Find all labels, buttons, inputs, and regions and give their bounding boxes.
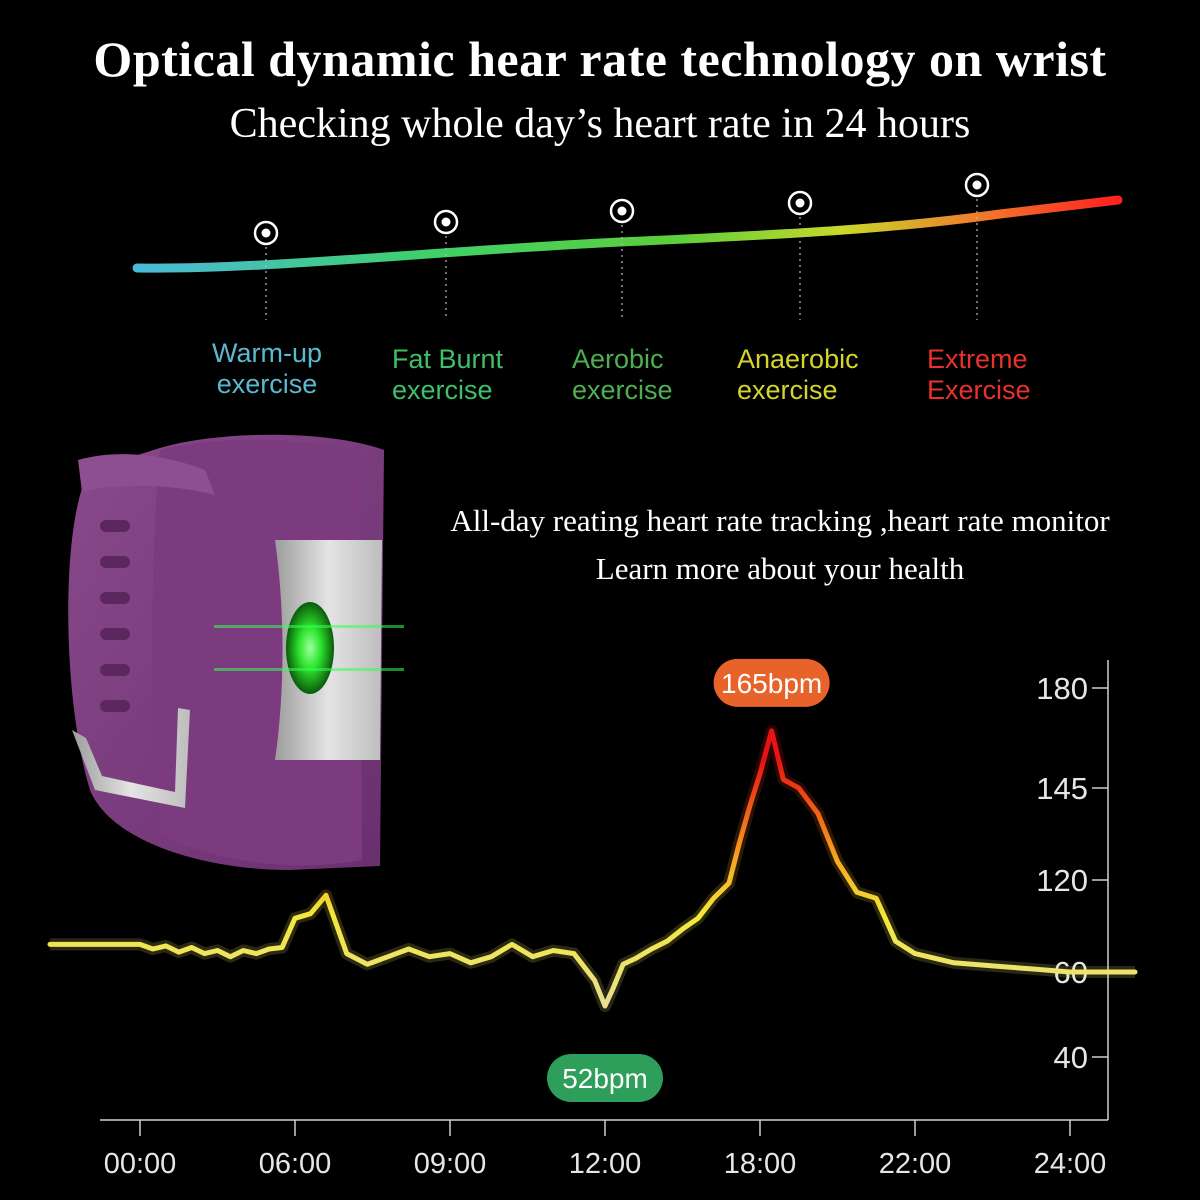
zone-label-warm-up: Warm-up exercise [187, 338, 347, 400]
zone-marker-ring [609, 198, 635, 224]
zone-label-line2: exercise [392, 375, 493, 405]
x-tick-label: 09:00 [414, 1148, 487, 1180]
zone-marker-ring [253, 220, 279, 246]
zone-label-line1: Anaerobic [737, 344, 859, 374]
annotation-label: 52bpm [562, 1063, 648, 1094]
zone-label-line2: exercise [216, 369, 318, 399]
y-tick-label: 145 [1036, 771, 1088, 806]
zone-label-extreme: Extreme Exercise [902, 344, 1087, 406]
page-title: Optical dynamic hear rate technology on … [93, 31, 1107, 87]
zone-marker-dot [261, 228, 271, 238]
zone-marker-ring [433, 209, 459, 235]
annotation-label: 165bpm [721, 668, 822, 699]
zone-label-line2: Exercise [927, 375, 1031, 405]
zone-marker-dot [795, 198, 805, 208]
x-tick-label: 06:00 [259, 1148, 332, 1180]
zone-label-fat-burnt: Fat Burnt exercise [367, 344, 552, 406]
tagline-line1: All-day reating heart rate tracking ,hea… [450, 503, 1110, 538]
band-buckle [72, 708, 190, 808]
zone-label-line2: exercise [572, 375, 673, 405]
annotation-pill [547, 1054, 663, 1102]
zone-gradient-line [132, 195, 1123, 273]
y-tick-label: 180 [1036, 671, 1088, 706]
annotation-pill [713, 658, 830, 707]
zone-marker-ring [787, 190, 813, 216]
zone-marker-dot [972, 180, 982, 190]
zone-label-aerobic: Aerobic exercise [547, 344, 732, 406]
heart-rate-line [47, 728, 1138, 1009]
zone-label-line1: Aerobic [572, 344, 664, 374]
page-subtitle: Checking whole day’s heart rate in 24 ho… [229, 101, 971, 147]
x-tick-label: 12:00 [569, 1148, 642, 1180]
zone-marker-dot [441, 217, 451, 227]
zone-label-anaerobic: Anaerobic exercise [712, 344, 917, 406]
y-tick-label: 120 [1036, 863, 1088, 898]
x-tick-label: 00:00 [104, 1148, 177, 1180]
zone-label-line2: exercise [737, 375, 838, 405]
zone-label-line1: Fat Burnt [392, 344, 504, 374]
zone-marker-ring [964, 172, 990, 198]
tagline-line2: Learn more about your health [595, 551, 965, 586]
zone-label-line1: Warm-up [211, 338, 322, 368]
zone-label-line1: Extreme [927, 344, 1028, 374]
zone-marker-dot [617, 206, 627, 216]
y-tick-label: 40 [1054, 1040, 1088, 1075]
heart-rate-sensor [286, 602, 334, 694]
fitness-band-illustration [68, 434, 404, 870]
x-tick-label: 24:00 [1034, 1148, 1107, 1180]
x-tick-label: 22:00 [879, 1148, 952, 1180]
x-tick-label: 18:00 [724, 1148, 797, 1180]
